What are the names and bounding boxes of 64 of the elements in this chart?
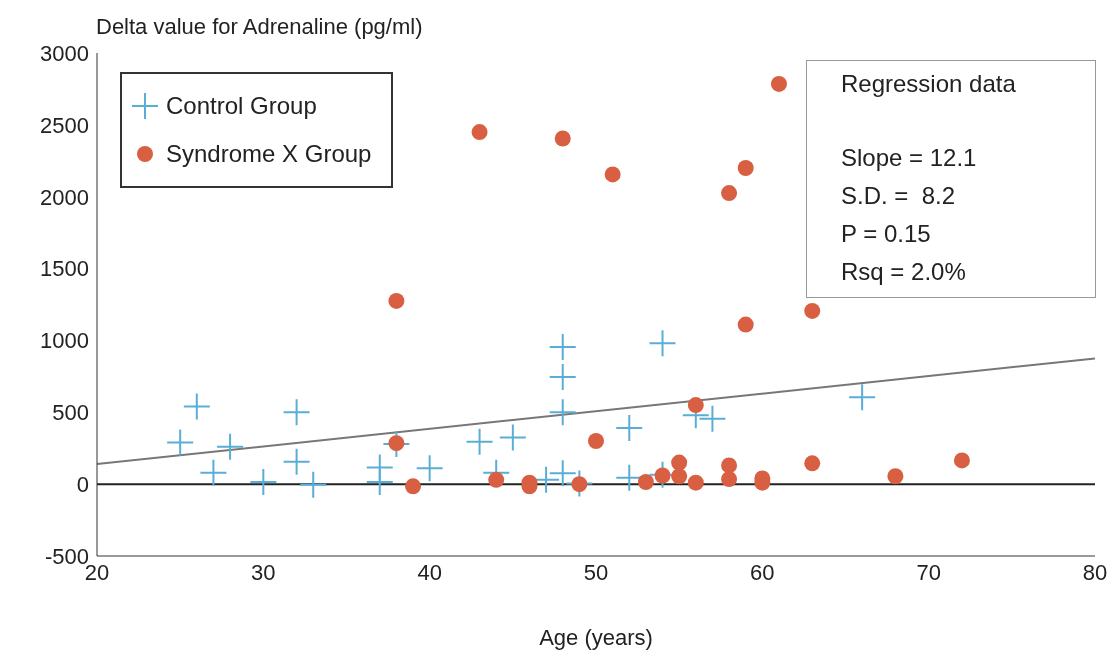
x-tick-label: 30 bbox=[251, 559, 276, 585]
annotation: P = 0.15 bbox=[841, 219, 932, 249]
point bbox=[737, 316, 754, 333]
point bbox=[616, 415, 643, 442]
point bbox=[637, 473, 654, 490]
point bbox=[300, 471, 327, 498]
point bbox=[405, 478, 422, 495]
point bbox=[217, 433, 244, 460]
point bbox=[687, 474, 704, 491]
point bbox=[671, 454, 688, 471]
point bbox=[699, 405, 726, 432]
point bbox=[737, 159, 754, 176]
y-tick-label: 3000 bbox=[40, 40, 89, 66]
y-tick-label: 1000 bbox=[40, 328, 89, 354]
point bbox=[549, 399, 576, 426]
point bbox=[488, 471, 505, 488]
point bbox=[721, 185, 738, 202]
point bbox=[849, 384, 876, 411]
x-tick-label: 60 bbox=[750, 559, 775, 585]
y-tick-label: 2500 bbox=[40, 112, 89, 138]
point bbox=[554, 130, 571, 147]
point bbox=[588, 433, 604, 450]
x-axis-title: Age (years) bbox=[539, 625, 653, 650]
y-axis-title: Delta value for Adrenaline (pg/ml) bbox=[96, 14, 423, 40]
point bbox=[466, 428, 493, 455]
point bbox=[770, 75, 787, 92]
point bbox=[887, 468, 904, 485]
point bbox=[671, 468, 688, 485]
point bbox=[604, 166, 621, 183]
point bbox=[549, 333, 576, 360]
point bbox=[687, 397, 704, 414]
point bbox=[366, 468, 393, 495]
x-tick-label: 40 bbox=[417, 559, 442, 585]
x-tick-label: 70 bbox=[916, 559, 941, 585]
legend-label: Syndrome X Group bbox=[165, 139, 372, 169]
point bbox=[471, 124, 488, 141]
annotation: Regression data bbox=[841, 69, 1017, 99]
point bbox=[804, 302, 821, 319]
annotation: S.D. = 8.2 bbox=[841, 181, 957, 211]
point bbox=[416, 455, 443, 482]
point bbox=[499, 424, 526, 451]
point bbox=[721, 457, 738, 474]
annotation: Rsq = 2.0% bbox=[841, 257, 967, 287]
point bbox=[549, 460, 576, 487]
annotation: Slope = 12.1 bbox=[841, 143, 978, 173]
y-tick-label: 2000 bbox=[40, 184, 89, 210]
x-tick-label: 80 bbox=[1082, 559, 1108, 585]
x-tick-label: 50 bbox=[583, 559, 609, 585]
point bbox=[200, 459, 227, 486]
point bbox=[167, 429, 194, 456]
point bbox=[549, 364, 576, 391]
point bbox=[388, 292, 405, 309]
legend-label: Control Group bbox=[165, 91, 318, 121]
point bbox=[953, 452, 970, 469]
point bbox=[721, 471, 738, 488]
point bbox=[283, 399, 310, 426]
y-tick-label: 0 bbox=[76, 471, 89, 497]
y-tick-label: 500 bbox=[52, 400, 89, 426]
point bbox=[649, 330, 676, 357]
point bbox=[804, 455, 821, 472]
point bbox=[250, 468, 277, 495]
y-tick-label: 1500 bbox=[40, 256, 89, 282]
point bbox=[183, 393, 210, 420]
point bbox=[283, 448, 310, 475]
